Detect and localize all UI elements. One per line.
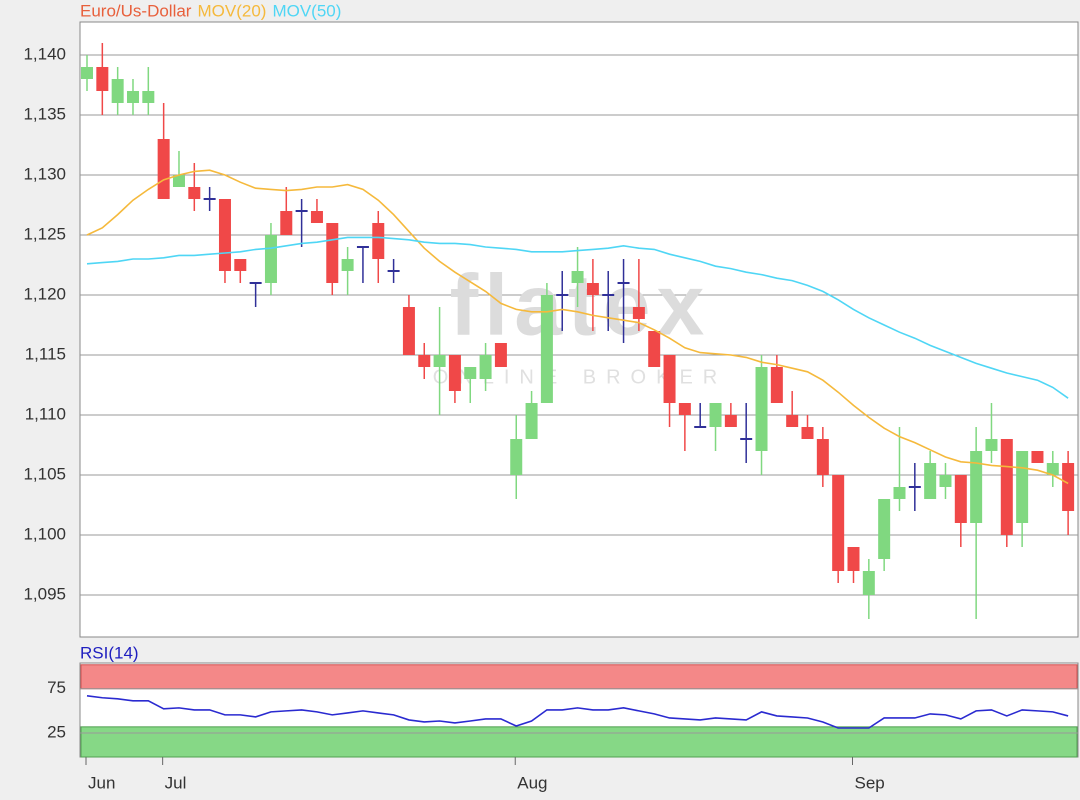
legend-entry: Euro/Us-Dollar — [80, 1, 192, 20]
legend-entry: MOV(50) — [272, 1, 341, 20]
candle-body — [372, 223, 385, 259]
y-tick-label: 1,120 — [23, 284, 66, 303]
candle-body — [418, 355, 431, 367]
candle-body — [433, 355, 446, 367]
candle-body — [157, 139, 170, 199]
candle-body — [847, 547, 860, 571]
candle-body — [172, 175, 185, 187]
rsi-line — [86, 695, 1069, 729]
candle-body — [970, 451, 983, 523]
candle-body — [1046, 463, 1059, 475]
y-tick-label: 1,115 — [25, 344, 66, 363]
candle-body — [801, 427, 814, 439]
y-tick-label: 1,130 — [23, 164, 66, 183]
x-tick-label: Aug — [517, 773, 547, 792]
candle-body — [81, 67, 93, 79]
x-tick-label: Jun — [88, 773, 115, 792]
candle-body — [724, 415, 737, 427]
candle-body — [402, 307, 415, 355]
candle-body — [1031, 451, 1044, 463]
candle-body — [326, 223, 339, 283]
y-tick-label: 1,095 — [23, 584, 66, 603]
rsi-title: RSI(14) — [80, 643, 139, 662]
candle-body — [188, 187, 201, 199]
y-tick-label: 1,140 — [23, 44, 66, 63]
candle-body — [218, 199, 231, 271]
candle-body — [663, 355, 676, 403]
y-tick-label: 75 — [47, 678, 66, 697]
rsi-zone — [80, 726, 1078, 758]
candle-body — [479, 355, 492, 379]
y-tick-label: 1,100 — [23, 524, 66, 543]
moving-average-line — [86, 236, 1069, 399]
candle-body — [264, 235, 277, 283]
candle-body — [878, 499, 891, 559]
candle-body — [525, 403, 538, 439]
candle-body — [540, 295, 553, 403]
candle-body — [832, 475, 845, 571]
candle-body — [280, 211, 293, 235]
legend-entry: MOV(20) — [197, 1, 266, 20]
rsi-zone — [80, 664, 1078, 690]
x-tick-label: Jul — [165, 773, 187, 792]
candle-body — [464, 367, 477, 379]
candle-body — [1000, 439, 1013, 535]
candle-body — [893, 487, 906, 499]
candle-body — [571, 271, 584, 283]
y-tick-label: 1,110 — [25, 404, 66, 423]
y-tick-label: 1,135 — [23, 104, 66, 123]
candle-body — [142, 91, 155, 103]
candle-body — [954, 475, 967, 523]
candle-body — [862, 571, 875, 595]
candle-body — [96, 67, 109, 91]
candle-body — [816, 439, 829, 475]
candle-body — [341, 259, 354, 271]
candle-body — [985, 439, 998, 451]
candle-body — [586, 283, 599, 295]
candle-body — [234, 259, 247, 271]
candle-body — [632, 307, 645, 319]
y-tick-label: 1,125 — [23, 224, 66, 243]
candle-body — [648, 331, 661, 367]
y-tick-label: 25 — [47, 723, 66, 742]
candle-body — [448, 355, 461, 391]
candle-body — [770, 367, 783, 403]
candle-body — [126, 91, 139, 103]
watermark-subtitle: ONLINE BROKER — [433, 366, 727, 388]
candle-body — [755, 367, 768, 451]
candle-body — [786, 415, 799, 427]
candle-body — [510, 439, 523, 475]
x-tick-label: Sep — [855, 773, 885, 792]
candle-body — [494, 343, 507, 367]
candle-body — [111, 79, 124, 103]
candle-body — [678, 403, 691, 415]
y-tick-label: 1,105 — [23, 464, 66, 483]
candle-body — [924, 463, 937, 499]
candle-body — [939, 475, 952, 487]
candle-body — [1062, 463, 1075, 511]
moving-average-line — [86, 169, 1069, 485]
candle-body — [1016, 451, 1029, 523]
candle-body — [709, 403, 722, 427]
candle-body — [310, 211, 323, 223]
